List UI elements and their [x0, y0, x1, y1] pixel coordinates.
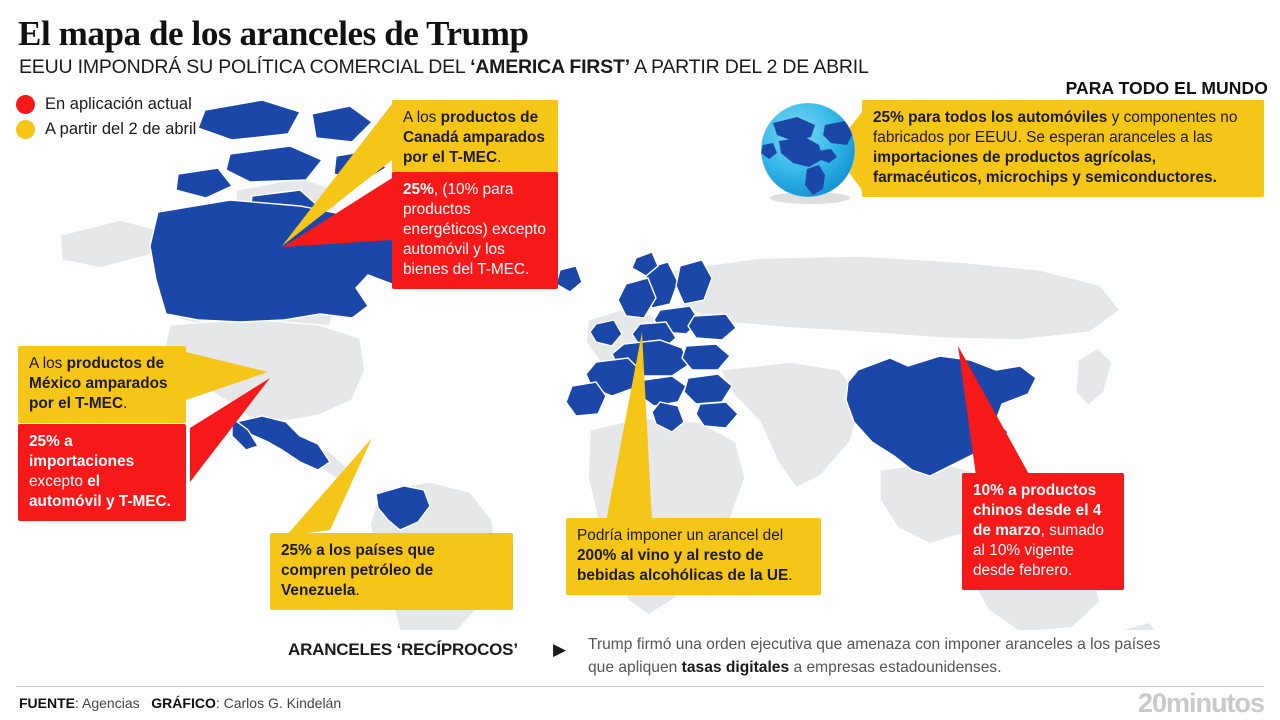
- subtitle-pre: EEUU IMPONDRÁ SU POLÍTICA COMERCIAL DEL: [19, 56, 471, 78]
- callout-eu: Podría imponer un arancel del 200% al vi…: [566, 518, 821, 596]
- legend: En aplicación actual A partir del 2 de a…: [16, 92, 196, 142]
- map-region-canada: [149, 199, 429, 323]
- graphic-label: GRÁFICO: [151, 695, 216, 711]
- legend-label-current: En aplicación actual: [45, 95, 192, 113]
- brand-logo: 20minutos: [1137, 688, 1265, 718]
- map-region-venezuela: [375, 485, 431, 531]
- source-credits: FUENTE: Agencias GRÁFICO: Carlos G. Kind…: [19, 695, 341, 711]
- reciprocal-description: Trump firmó una orden ejecutiva que amen…: [588, 634, 1168, 679]
- callout-mexico-tmec: A los productos de México amparados por …: [18, 346, 186, 424]
- page-title: El mapa de los aranceles de Trump: [18, 14, 529, 53]
- map-region-canada-arctic: [197, 99, 302, 141]
- subtitle-bold: ‘AMERICA FIRST’: [470, 56, 630, 78]
- callout-china: 10% a productos chinos desde el 4 de mar…: [962, 473, 1124, 591]
- reciprocal-label: ARANCELES ‘RECÍPROCOS’: [288, 640, 518, 659]
- reciprocal-arrow-icon: ▶: [553, 640, 567, 659]
- map-region-china: [845, 355, 1037, 477]
- world-section-heading: PARA TODO EL MUNDO: [1065, 78, 1268, 98]
- legend-label-upcoming: A partir del 2 de abril: [45, 120, 197, 138]
- callout-canada-tmec: A los productos de Canadá amparados por …: [392, 100, 558, 178]
- legend-dot-red: [16, 95, 35, 114]
- reciprocal-text-bold: tasas digitales: [681, 658, 790, 676]
- map-region-eu: [555, 251, 739, 433]
- callout-venezuela: 25% a los países que compren petróleo de…: [270, 533, 513, 611]
- callout-canada-tariff: 25%, (10% para productos energéticos) ex…: [392, 172, 558, 290]
- reciprocal-text-pre: Trump firmó una orden ejecutiva que amen…: [588, 636, 1161, 676]
- legend-item-upcoming: A partir del 2 de abril: [16, 117, 196, 142]
- source-label: FUENTE: [19, 695, 75, 711]
- callout-world: 25% para todos los automóviles y compone…: [862, 100, 1264, 198]
- reciprocal-text-post: a empresas estadounidenses.: [789, 658, 1002, 676]
- legend-dot-yellow: [16, 120, 35, 139]
- footer-divider: [16, 686, 1264, 687]
- legend-item-current: En aplicación actual: [16, 92, 196, 117]
- graphic-value: : Carlos G. Kindelán: [215, 695, 342, 711]
- source-value: : Agencias: [75, 695, 140, 711]
- subtitle-post: A PARTIR DEL 2 DE ABRIL: [629, 56, 869, 78]
- globe-icon: [760, 102, 856, 204]
- callout-mexico-tariff: 25% a importaciones excepto el automóvil…: [18, 424, 186, 522]
- page-subtitle: EEUU IMPONDRÁ SU POLÍTICA COMERCIAL DEL …: [19, 56, 869, 79]
